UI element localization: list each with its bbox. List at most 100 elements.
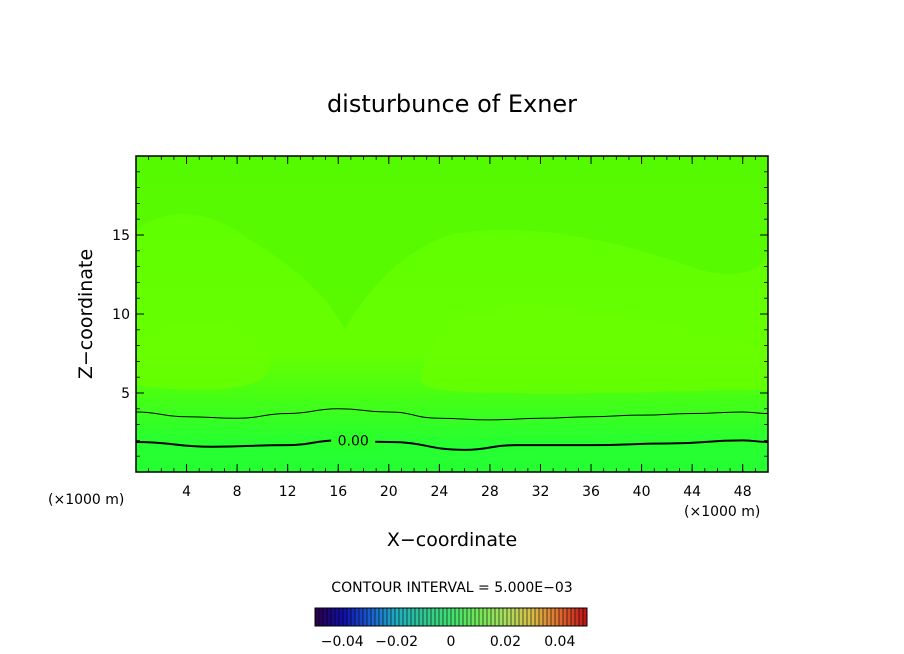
- colorbar-swatch: [431, 608, 435, 626]
- colorbar-swatch: [383, 608, 387, 626]
- x-tick-label: 32: [532, 484, 550, 500]
- colorbar-swatch: [395, 608, 399, 626]
- contour-label-gap: [331, 430, 376, 449]
- colorbar-swatch: [555, 608, 559, 626]
- colorbar-swatch: [399, 608, 403, 626]
- colorbar-swatch: [559, 608, 563, 626]
- colorbar-swatch: [575, 608, 579, 626]
- colorbar-swatch: [363, 608, 367, 626]
- colorbar-swatch: [351, 608, 355, 626]
- colorbar-swatch: [483, 608, 487, 626]
- colorbar-tick-label: −0.02: [375, 634, 418, 650]
- colorbar-swatch: [507, 608, 511, 626]
- x-axis-unit-left: (×1000 m): [48, 492, 124, 508]
- x-tick-label: 36: [582, 484, 600, 500]
- colorbar-swatch: [551, 608, 555, 626]
- colorbar-swatch: [387, 608, 391, 626]
- colorbar-swatch: [523, 608, 527, 626]
- colorbar-swatch: [459, 608, 463, 626]
- x-tick-label: 4: [182, 484, 191, 500]
- colorbar-swatch: [375, 608, 379, 626]
- y-tick-label: 10: [112, 307, 130, 323]
- colorbar-swatch: [323, 608, 327, 626]
- colorbar-swatch: [479, 608, 483, 626]
- colorbar: [314, 608, 587, 626]
- colorbar-swatch: [499, 608, 503, 626]
- colorbar-tick-label: 0: [447, 634, 456, 650]
- colorbar-swatch: [343, 608, 347, 626]
- colorbar-swatch: [427, 608, 431, 626]
- colorbar-swatch: [527, 608, 531, 626]
- colorbar-swatch: [535, 608, 539, 626]
- x-tick-label: 20: [380, 484, 398, 500]
- colorbar-swatch: [547, 608, 551, 626]
- colorbar-tick-label: 0.04: [544, 634, 575, 650]
- colorbar-swatch: [451, 608, 455, 626]
- colorbar-swatch: [475, 608, 479, 626]
- colorbar-swatch: [491, 608, 495, 626]
- x-tick-label: 48: [734, 484, 752, 500]
- colorbar-swatch: [567, 608, 571, 626]
- colorbar-swatch: [443, 608, 447, 626]
- field-region-lower: [136, 440, 768, 472]
- colorbar-swatch: [423, 608, 427, 626]
- x-axis-label: X−coordinate: [387, 529, 517, 551]
- colorbar-swatch: [439, 608, 443, 626]
- colorbar-swatch: [359, 608, 363, 626]
- colorbar-swatch: [379, 608, 383, 626]
- colorbar-swatch: [515, 608, 519, 626]
- colorbar-swatch: [435, 608, 439, 626]
- y-tick-label: 15: [112, 228, 130, 244]
- colorbar-swatch: [415, 608, 419, 626]
- x-tick-label: 24: [430, 484, 448, 500]
- colorbar-swatch: [411, 608, 415, 626]
- colorbar-swatch: [463, 608, 467, 626]
- colorbar-tick-label: 0.02: [490, 634, 521, 650]
- colorbar-swatch: [335, 608, 339, 626]
- colorbar-swatch: [571, 608, 575, 626]
- contour-zero: [136, 439, 768, 451]
- contour-lines: 0.00: [136, 408, 768, 451]
- colorbar-swatch: [355, 608, 359, 626]
- colorbar-swatch: [315, 608, 319, 626]
- chart-title: disturbunce of Exner: [327, 90, 577, 118]
- colorbar-swatch: [563, 608, 567, 626]
- y-axis-ticks: 5 10 15: [112, 155, 768, 473]
- colorbar-swatch: [487, 608, 491, 626]
- contour-line: [136, 408, 768, 421]
- field-region-mid-band: [136, 321, 271, 390]
- x-tick-label: 12: [279, 484, 297, 500]
- colorbar-swatch: [539, 608, 543, 626]
- colorbar-swatch: [519, 608, 523, 626]
- colorbar-swatch: [583, 608, 587, 626]
- colorbar-swatch: [579, 608, 583, 626]
- x-tick-label: 8: [233, 484, 242, 500]
- colorbar-swatch: [543, 608, 547, 626]
- colorbar-swatch: [367, 608, 371, 626]
- y-tick-label: 5: [121, 386, 130, 402]
- x-axis-unit-right: (×1000 m): [684, 504, 760, 520]
- colorbar-frame: [314, 607, 588, 627]
- colorbar-swatch: [371, 608, 375, 626]
- x-axis-ticks: 4 8 12 16 20 24 28 32 36 40 44 48: [135, 156, 769, 500]
- colorbar-swatch: [403, 608, 407, 626]
- colorbar-swatch: [391, 608, 395, 626]
- colorbar-swatch: [503, 608, 507, 626]
- field-region-upper-left: [136, 156, 768, 330]
- colorbar-swatch: [347, 608, 351, 626]
- colorbar-swatch: [455, 608, 459, 626]
- field-region-mid-band-right: [420, 304, 768, 394]
- contour-interval-text: CONTOUR INTERVAL = 5.000E−03: [331, 580, 572, 596]
- colorbar-swatch: [511, 608, 515, 626]
- colorbar-swatch: [471, 608, 475, 626]
- colorbar-swatch: [331, 608, 335, 626]
- colorbar-swatch: [467, 608, 471, 626]
- colorbar-swatch: [327, 608, 331, 626]
- colorbar-swatch: [447, 608, 451, 626]
- colorbar-swatch: [495, 608, 499, 626]
- colorbar-swatch: [319, 608, 323, 626]
- x-tick-label: 44: [683, 484, 701, 500]
- colorbar-swatch: [419, 608, 423, 626]
- colorbar-ticks: −0.04 −0.02 0 0.02 0.04: [321, 634, 576, 650]
